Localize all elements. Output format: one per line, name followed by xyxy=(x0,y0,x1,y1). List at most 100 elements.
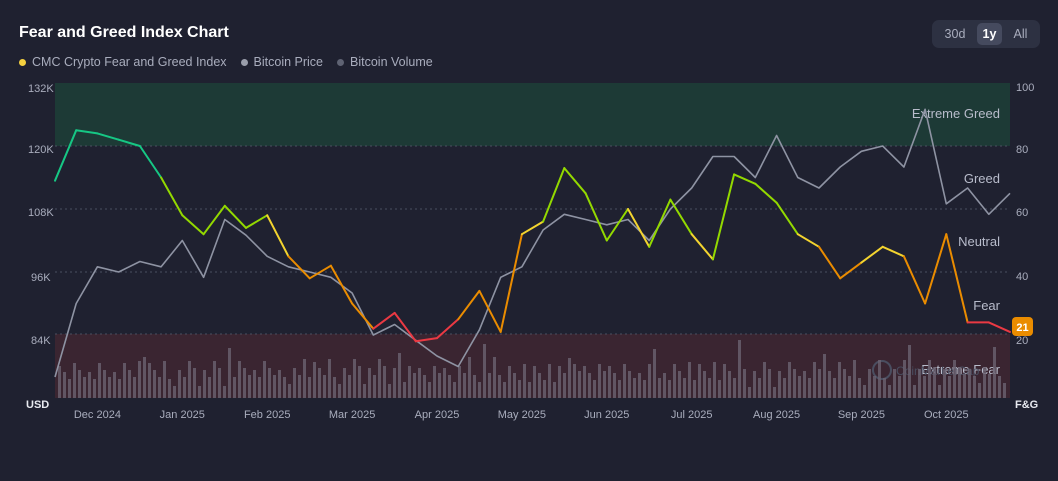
volume-bar xyxy=(273,375,276,398)
legend-item-bitcoin-price[interactable]: Bitcoin Price xyxy=(240,55,324,69)
volume-bar xyxy=(283,377,286,398)
volume-bar xyxy=(78,370,81,398)
y-tick-84k: 84K xyxy=(31,335,51,347)
fear-greed-segment xyxy=(117,138,141,147)
volume-bar xyxy=(643,380,646,398)
volume-bar xyxy=(778,371,781,398)
legend-item-bitcoin-volume[interactable]: Bitcoin Volume xyxy=(337,55,433,69)
volume-bar xyxy=(123,363,126,398)
fear-greed-segment xyxy=(54,129,78,182)
volume-bar xyxy=(523,364,526,398)
fg-tick-80: 80 xyxy=(1016,144,1028,156)
volume-bar xyxy=(483,344,486,398)
y-tick-108k: 108K xyxy=(28,207,54,219)
range-all-button[interactable]: All xyxy=(1013,27,1028,41)
volume-bar xyxy=(953,360,956,398)
volume-bar xyxy=(698,364,701,398)
volume-bar xyxy=(903,360,906,398)
time-range-selector: 30d 1y All xyxy=(932,20,1040,48)
fear-greed-segment xyxy=(669,198,693,236)
volume-bar xyxy=(353,359,356,398)
volume-bar xyxy=(818,369,821,398)
volume-bar xyxy=(878,360,881,398)
fear-greed-segment xyxy=(245,214,269,229)
volume-bar xyxy=(393,368,396,398)
volume-bar xyxy=(743,369,746,398)
volume-bar xyxy=(278,370,281,398)
volume-bar xyxy=(93,379,96,398)
volume-bar xyxy=(853,360,856,398)
volume-bar xyxy=(943,369,946,398)
volume-bar xyxy=(638,373,641,398)
volume-bar xyxy=(703,371,706,398)
zone-label-extreme-greed: Extreme Greed xyxy=(912,106,1000,121)
volume-bar xyxy=(628,371,631,398)
fear-greed-segment xyxy=(584,192,608,242)
volume-bar xyxy=(998,376,1001,398)
volume-bar xyxy=(223,386,226,398)
volume-bar xyxy=(798,376,801,398)
legend-dot-fear-greed xyxy=(19,58,26,66)
volume-bar xyxy=(568,358,571,398)
volume-bar xyxy=(253,370,256,398)
volume-bar xyxy=(758,378,761,398)
volume-bar xyxy=(608,366,611,398)
volume-bar xyxy=(388,384,391,398)
volume-bar xyxy=(583,366,586,398)
volume-bar xyxy=(933,367,936,398)
volume-bar xyxy=(718,380,721,398)
fear-greed-segment xyxy=(733,173,757,185)
volume-bar xyxy=(678,371,681,398)
volume-bar xyxy=(553,382,556,398)
volume-bar xyxy=(1003,383,1006,398)
fear-greed-segment xyxy=(924,233,948,305)
x-tick-label: Jun 2025 xyxy=(584,409,629,421)
volume-bar xyxy=(663,373,666,398)
x-tick-label: Apr 2025 xyxy=(415,409,460,421)
volume-bar xyxy=(873,376,876,398)
x-tick-label: Jan 2025 xyxy=(160,409,205,421)
fg-tick-100: 100 xyxy=(1016,82,1034,94)
fear-greed-segment xyxy=(351,302,375,330)
volume-bar xyxy=(918,369,921,398)
volume-bar xyxy=(563,373,566,398)
fear-greed-segment xyxy=(202,204,226,236)
legend-item-fear-greed[interactable]: CMC Crypto Fear and Greed Index xyxy=(19,55,227,69)
fear-greed-segment xyxy=(160,176,184,217)
volume-bar xyxy=(683,378,686,398)
fear-greed-line xyxy=(54,129,1011,343)
range-1y-button[interactable]: 1y xyxy=(976,23,1003,45)
volume-bar xyxy=(148,363,151,398)
volume-bar xyxy=(308,377,311,398)
volume-bar xyxy=(983,367,986,398)
volume-bars xyxy=(58,340,1006,398)
volume-bar xyxy=(298,375,301,398)
bitcoin-price-line xyxy=(54,108,1011,378)
volume-bar xyxy=(378,359,381,398)
fear-greed-segment xyxy=(393,311,417,343)
volume-bar xyxy=(418,368,421,398)
x-tick-label: Mar 2025 xyxy=(329,409,375,421)
volume-bar xyxy=(73,363,76,398)
fear-greed-segment xyxy=(75,129,99,135)
fear-greed-segment xyxy=(520,220,545,236)
chart-legend: CMC Crypto Fear and Greed Index Bitcoin … xyxy=(19,55,433,69)
volume-bar xyxy=(268,368,271,398)
volume-bar xyxy=(823,354,826,398)
volume-bar xyxy=(318,368,321,398)
volume-bar xyxy=(883,378,886,398)
volume-bar xyxy=(543,380,546,398)
volume-bar xyxy=(423,375,426,398)
volume-bar xyxy=(633,378,636,398)
volume-bar xyxy=(68,379,71,398)
range-30d-button[interactable]: 30d xyxy=(944,27,966,41)
volume-bar xyxy=(898,376,901,398)
volume-bar xyxy=(848,376,851,398)
legend-label-bitcoin-price: Bitcoin Price xyxy=(253,55,324,69)
legend-label-bitcoin-volume: Bitcoin Volume xyxy=(350,55,433,69)
volume-bar xyxy=(528,382,531,398)
volume-bar xyxy=(338,384,341,398)
volume-bar xyxy=(218,368,221,398)
volume-bar xyxy=(113,372,116,398)
